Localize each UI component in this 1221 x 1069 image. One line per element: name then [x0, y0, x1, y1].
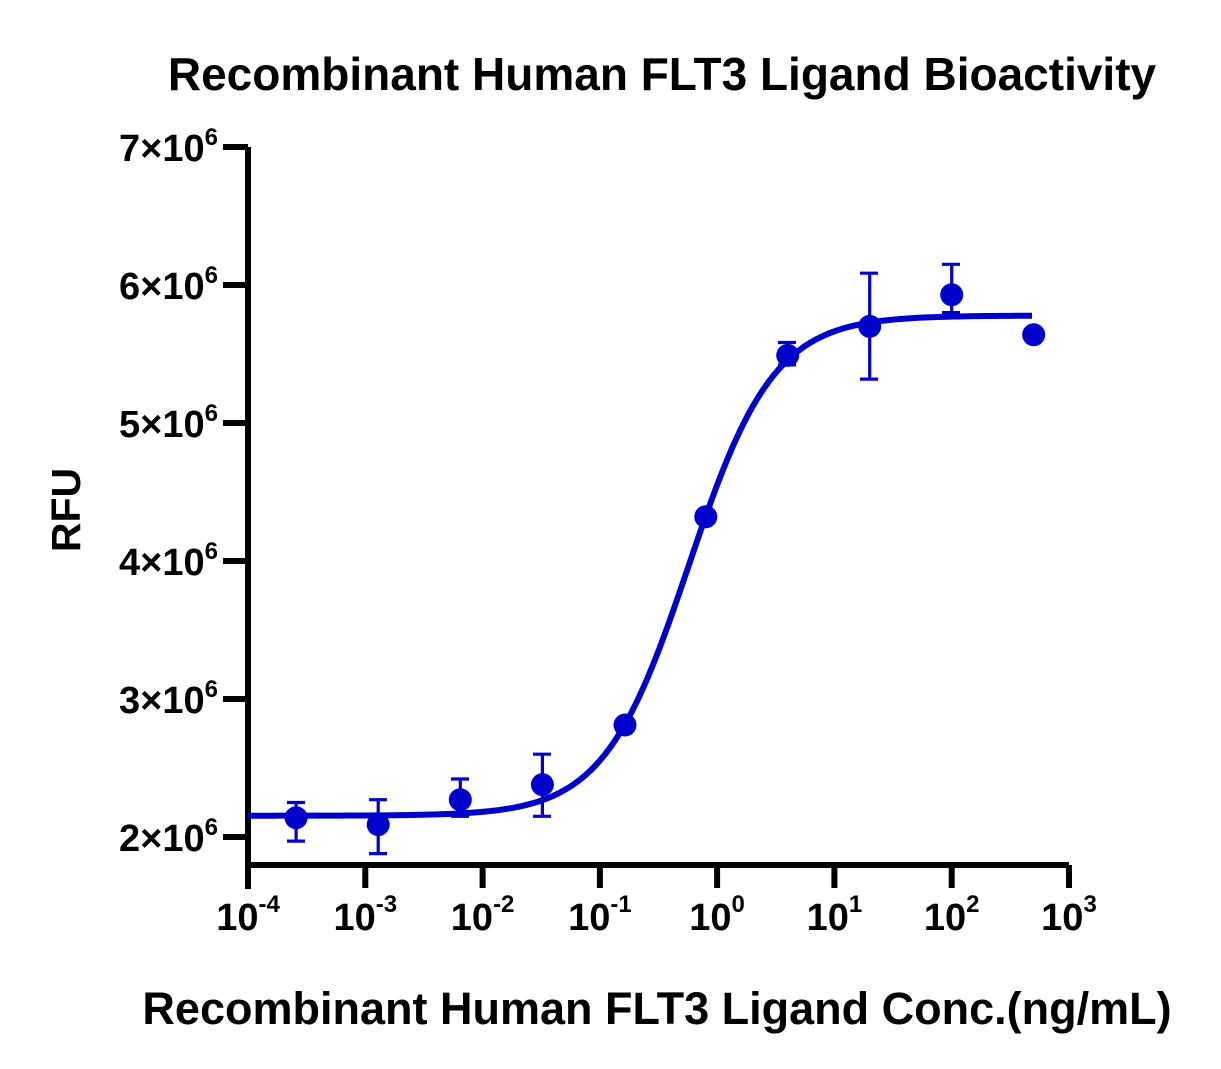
svg-text:4×106: 4×106	[119, 538, 218, 584]
svg-text:5×106: 5×106	[119, 400, 218, 446]
svg-text:2×106: 2×106	[119, 814, 218, 860]
svg-text:RFU: RFU	[43, 468, 89, 552]
svg-text:Recombinant Human FLT3 Ligand: Recombinant Human FLT3 Ligand Bioactivit…	[168, 48, 1157, 100]
svg-text:Recombinant Human FLT3 Ligand: Recombinant Human FLT3 Ligand Conc.(ng/m…	[142, 983, 1171, 1034]
svg-text:3×106: 3×106	[119, 676, 218, 722]
svg-text:6×106: 6×106	[119, 262, 218, 308]
svg-text:7×106: 7×106	[119, 124, 218, 170]
